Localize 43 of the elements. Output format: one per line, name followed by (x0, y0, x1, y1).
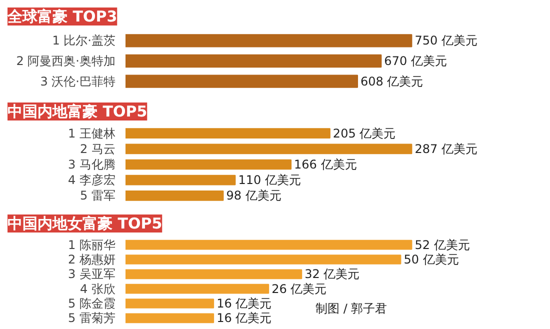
data-label: 608 亿美元 (360, 74, 424, 88)
y-tick-label: 3 马化腾 (68, 158, 116, 172)
data-label: 110 亿美元 (238, 173, 301, 188)
chart-title: 中国内地富豪 TOP5 (8, 102, 148, 120)
y-tick-label: 2 阿曼西奥·奥特加 (16, 54, 116, 68)
y-tick-label: 1 王健林 (68, 126, 116, 140)
data-label: 287 亿美元 (414, 142, 478, 156)
chart-title: 全球富豪 TOP3 (6, 8, 118, 26)
bar (126, 254, 402, 264)
y-tick-label: 4 李彦宏 (68, 173, 116, 188)
bar (126, 240, 412, 250)
data-label: 32 亿美元 (304, 267, 360, 282)
y-tick-label: 3 沃伦·巴菲特 (40, 74, 116, 88)
data-label: 670 亿美元 (384, 54, 447, 68)
bar (126, 144, 412, 154)
data-label: 205 亿美元 (332, 126, 396, 140)
data-label: 16 亿美元 (216, 311, 272, 326)
y-tick-label: 5 陈金霞 (68, 296, 116, 310)
bar (126, 128, 330, 138)
bar (126, 174, 236, 186)
y-tick-label: 1 陈丽华 (68, 238, 116, 252)
y-tick-label: 1 比尔·盖茨 (52, 34, 116, 48)
bar (126, 269, 302, 280)
data-label: 52 亿美元 (414, 238, 470, 252)
y-tick-label: 2 马云 (80, 142, 116, 156)
data-label: 50 亿美元 (404, 252, 459, 266)
bar (126, 298, 214, 308)
data-label: 98 亿美元 (226, 188, 282, 203)
y-tick-label: 4 张欣 (80, 282, 116, 296)
chart-title: 中国内地女富豪 TOP5 (8, 214, 162, 232)
annotation: 制图 / 郭子君 (316, 302, 388, 316)
bar (126, 313, 214, 324)
data-label: 26 亿美元 (272, 282, 327, 296)
y-tick-label: 5 雷军 (80, 188, 116, 203)
y-tick-label: 3 吴亚军 (68, 267, 116, 282)
data-label: 16 亿美元 (216, 296, 272, 310)
y-tick-label: 5 雷菊芳 (68, 311, 116, 326)
y-tick-label: 2 杨惠妍 (68, 252, 116, 266)
bar (126, 284, 270, 294)
bar (126, 159, 292, 170)
data-label: 166 亿美元 (294, 158, 357, 172)
data-label: 750 亿美元 (414, 34, 478, 48)
bar (126, 190, 224, 201)
